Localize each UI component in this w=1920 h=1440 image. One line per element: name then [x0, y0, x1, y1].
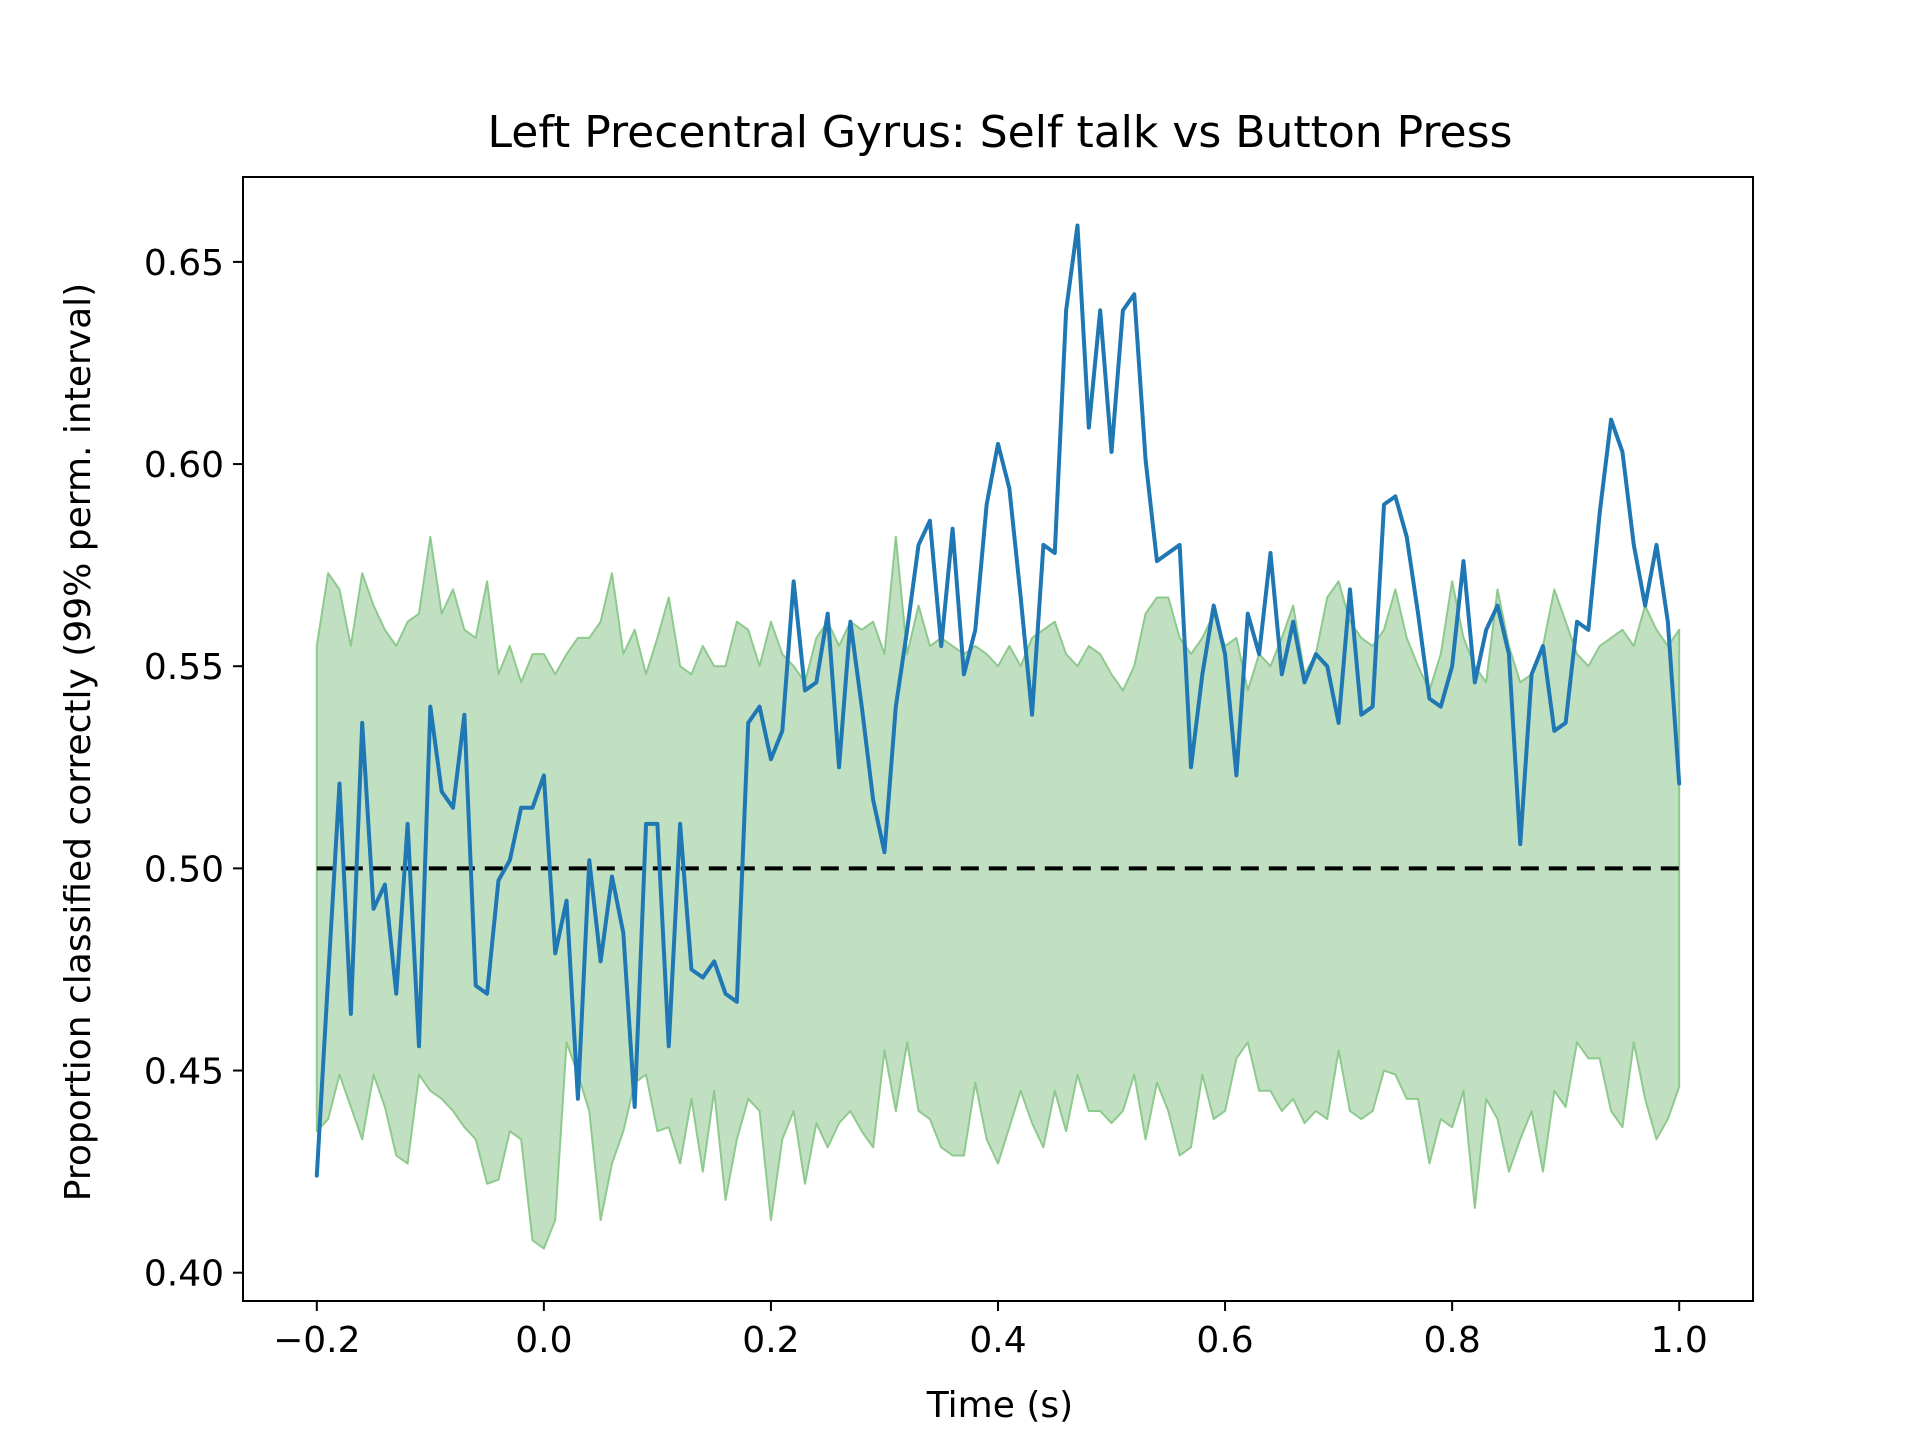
x-tick-label: 0.8	[1424, 1320, 1481, 1361]
x-tick-label: 1.0	[1651, 1320, 1708, 1361]
x-tick-label: 0.0	[515, 1320, 572, 1361]
x-tick-label: 0.4	[969, 1320, 1026, 1361]
y-tick-label: 0.60	[144, 445, 224, 486]
y-tick-label: 0.55	[144, 647, 224, 688]
axes: −0.2 0.0 0.2 0.4 0.6 0.8 1.0 0.40 0.45 0.50 0.55 0.…	[144, 176, 1754, 1361]
y-axis-label: Proportion classified correctly (99% per…	[58, 283, 99, 1201]
plot-area	[314, 223, 1682, 1250]
y-tick-label: 0.40	[144, 1254, 224, 1295]
chart-title: Left Precentral Gyrus: Self talk vs Butt…	[488, 107, 1513, 158]
x-tick-label: 0.6	[1196, 1320, 1253, 1361]
y-tick-label: 0.45	[144, 1052, 224, 1093]
x-tick-label: −0.2	[273, 1320, 360, 1361]
x-axis-label: Time (s)	[926, 1385, 1073, 1426]
y-tick-label: 0.65	[144, 243, 224, 284]
x-tick-label: 0.2	[742, 1320, 799, 1361]
y-tick-label: 0.50	[144, 849, 224, 890]
accuracy-series-line	[314, 223, 1682, 1178]
